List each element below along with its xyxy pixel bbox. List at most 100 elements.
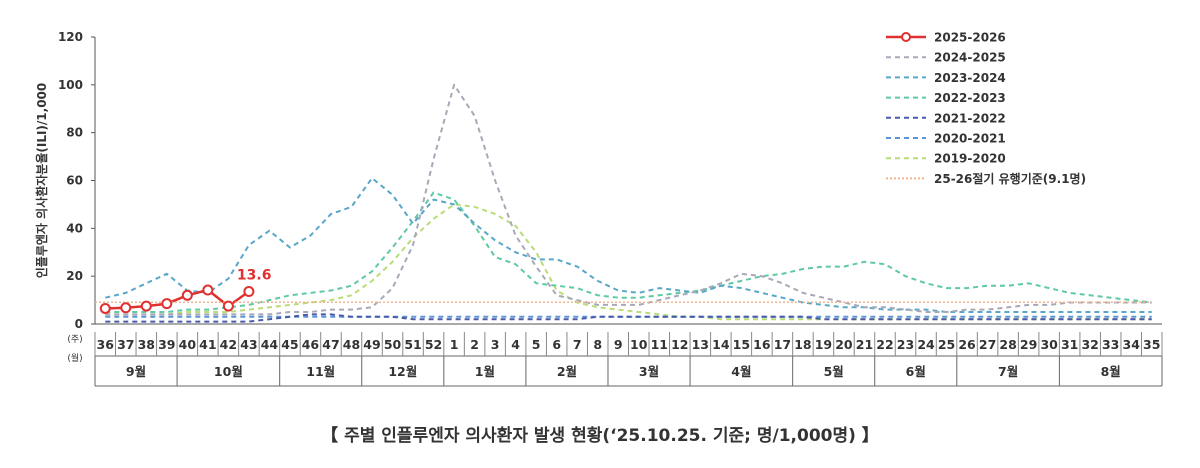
legend-label: 2021-2022	[934, 111, 1006, 125]
chart-legend: 2025-2026 2024-2025 2023-2024 2022-2023 2021…	[886, 31, 1086, 186]
week-label: 13	[692, 337, 709, 352]
series-line-2023-2024	[105, 177, 1152, 313]
week-label: 31	[1061, 337, 1078, 352]
y-tick-label: 100	[58, 78, 83, 92]
month-label: 4월	[731, 364, 751, 379]
series-line-2019-2020	[105, 203, 1152, 321]
chart-axes: 0 20 40 60 80 100 120 인플루엔자 의사환자분율(ILI)/1,000	[34, 30, 1162, 331]
week-label: 45	[281, 337, 298, 352]
week-label: 41	[199, 337, 216, 352]
week-label: 42	[220, 337, 237, 352]
week-label: 34	[1123, 337, 1141, 352]
week-label: 46	[302, 337, 320, 352]
y-tick-label: 60	[66, 174, 83, 188]
week-label: 18	[794, 337, 811, 352]
point-2025-2026	[202, 284, 214, 296]
week-label: 39	[158, 337, 175, 352]
y-tick-label: 20	[66, 269, 83, 283]
week-label: 12	[671, 337, 688, 352]
month-label: 9월	[126, 364, 146, 379]
chart-caption: 【 주별 인플루엔자 의사환자 발생 현황(‘25.10.25. 기준; 명/1…	[321, 426, 879, 446]
week-label: 15	[733, 337, 750, 352]
week-label: 48	[343, 337, 360, 352]
week-label: 27	[979, 337, 996, 352]
point-2025-2026	[99, 302, 111, 314]
legend-label: 25-26절기 유행기준(9.1명)	[934, 171, 1086, 186]
week-label: 5	[532, 337, 541, 352]
week-label: 6	[552, 337, 561, 352]
week-label: 38	[138, 337, 155, 352]
month-label: 1월	[475, 364, 495, 379]
month-label: 2월	[557, 364, 577, 379]
month-label: 10월	[214, 364, 243, 379]
week-label: 49	[363, 337, 380, 352]
week-label: 36	[97, 337, 115, 352]
point-2025-2026	[243, 285, 255, 297]
y-axis-title: 인플루엔자 의사환자분율(ILI)/1,000	[34, 83, 49, 279]
series-line-2022-2023	[105, 191, 1152, 313]
week-label: 35	[1143, 337, 1160, 352]
week-label: 51	[404, 337, 421, 352]
legend-label: 2024-2025	[934, 51, 1006, 65]
legend-label: 2025-2026	[934, 31, 1006, 45]
week-label: 9	[614, 337, 623, 352]
legend-label: 2022-2023	[934, 91, 1006, 105]
week-label: 22	[876, 337, 893, 352]
month-label: 7월	[998, 364, 1018, 379]
week-label: 4	[511, 337, 520, 352]
week-label: 37	[117, 337, 134, 352]
week-label: 11	[651, 337, 668, 352]
week-label: 33	[1102, 337, 1119, 352]
point-2025-2026	[161, 298, 173, 310]
week-label: 17	[774, 337, 791, 352]
y-tick-label: 120	[58, 30, 83, 44]
week-label: 52	[425, 337, 442, 352]
week-label: 40	[179, 337, 197, 352]
series-line-2021-2022	[105, 313, 1152, 323]
legend-label: 2020-2021	[934, 132, 1006, 146]
week-label: 32	[1081, 337, 1098, 352]
week-label: 25	[938, 337, 955, 352]
data-label-latest: 13.6	[237, 267, 272, 283]
legend-marker-2025-2026	[901, 32, 911, 42]
month-label: 5월	[824, 364, 844, 379]
week-label: 16	[753, 337, 771, 352]
point-2025-2026	[140, 300, 152, 312]
week-label: 47	[322, 337, 339, 352]
week-label: 10	[630, 337, 648, 352]
point-2025-2026	[181, 289, 193, 301]
week-label: 29	[1020, 337, 1037, 352]
week-label: 30	[1040, 337, 1058, 352]
point-2025-2026	[222, 300, 234, 312]
week-label: 14	[712, 337, 730, 352]
month-label: 12월	[388, 364, 417, 379]
week-label: 20	[835, 337, 853, 352]
month-row-label: (월)	[67, 352, 82, 364]
week-label: 43	[240, 337, 257, 352]
x-axis-table: (주)(월)36 37 38 39 40 41 42 43 44 45 46 47 48 49 50 51 52…	[67, 332, 1163, 387]
y-tick-label: 0	[75, 317, 83, 331]
week-label: 26	[958, 337, 976, 352]
y-tick-label: 80	[66, 126, 83, 140]
month-label: 3월	[639, 364, 659, 379]
week-label: 23	[897, 337, 914, 352]
week-label: 44	[261, 337, 279, 352]
month-label: 6월	[906, 364, 926, 379]
series-line-2024-2025	[105, 83, 1152, 316]
week-label: 3	[491, 337, 500, 352]
week-label: 28	[999, 337, 1016, 352]
week-row-label: (주)	[67, 334, 82, 345]
week-label: 7	[573, 337, 582, 352]
week-label: 8	[593, 337, 602, 352]
week-label: 21	[856, 337, 873, 352]
week-label: 2	[470, 337, 479, 352]
week-label: 50	[384, 337, 402, 352]
legend-label: 2023-2024	[934, 71, 1006, 85]
chart-series: 13.6	[95, 83, 1152, 323]
point-2025-2026	[120, 302, 132, 314]
month-label: 11월	[306, 364, 335, 379]
week-label: 24	[917, 337, 935, 352]
y-tick-label: 40	[66, 221, 83, 235]
week-label: 1	[450, 337, 459, 352]
